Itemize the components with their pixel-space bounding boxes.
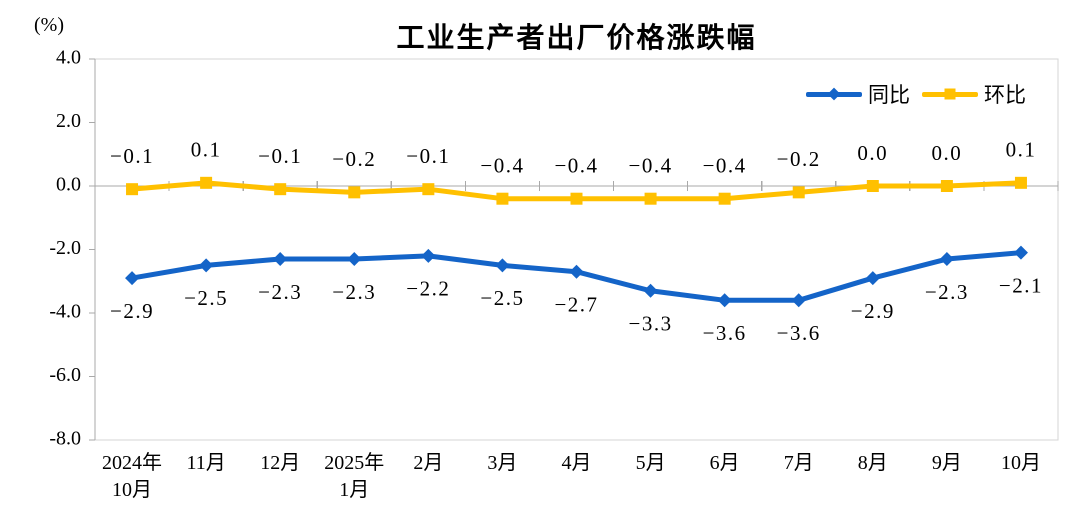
data-label: −0.4 (554, 154, 598, 178)
diamond-marker-icon (827, 87, 841, 101)
x-category-label: 3月 (487, 452, 517, 474)
chart-legend: 同比 环比 (806, 79, 1026, 109)
x-category-label: 6月 (710, 452, 740, 474)
y-tick-label: 2.0 (56, 110, 81, 132)
data-point-diamond (273, 252, 288, 267)
y-tick-label: -8.0 (49, 428, 81, 450)
y-axis-unit-label: (%) (34, 14, 64, 36)
x-category-label: 2025年 1月 (324, 451, 384, 501)
data-point-square (496, 192, 509, 205)
y-tick-label: -4.0 (49, 301, 81, 323)
data-point-diamond (865, 271, 880, 286)
data-label: −2.9 (110, 299, 154, 323)
data-point-square (274, 183, 287, 196)
data-point-square (422, 183, 435, 196)
data-label: 0.1 (191, 138, 222, 162)
yoy-line-swatch (806, 87, 862, 101)
data-point-square (348, 186, 361, 199)
data-label: 0.0 (857, 141, 888, 165)
data-label: −2.3 (332, 280, 376, 304)
data-label: −2.9 (851, 299, 895, 323)
data-point-square (940, 180, 953, 192)
data-point-diamond (421, 248, 436, 263)
data-label: −0.4 (703, 154, 747, 178)
data-point-square (866, 180, 879, 192)
x-category-label: 9月 (932, 452, 962, 474)
data-label: −2.7 (554, 293, 598, 317)
data-label: −2.2 (406, 277, 450, 301)
data-point-square (718, 192, 731, 205)
data-label: 0.0 (932, 141, 963, 165)
data-point-diamond (569, 264, 584, 279)
data-point-diamond (495, 258, 510, 273)
legend-label-yoy: 同比 (868, 84, 910, 107)
x-category-label: 7月 (784, 452, 814, 474)
plot-frame (94, 58, 1059, 441)
x-category-label: 12月 (260, 452, 300, 474)
data-point-diamond (199, 258, 214, 273)
x-category-label: 8月 (858, 452, 888, 474)
data-label: −0.2 (332, 147, 376, 171)
data-label: −0.1 (110, 144, 154, 168)
y-tick-label: 0.0 (56, 174, 81, 196)
data-point-square (1014, 176, 1027, 189)
data-label: 0.1 (1006, 138, 1037, 162)
chart-title: 工业生产者出厂价格涨跌幅 (396, 22, 757, 53)
data-label: −2.5 (184, 286, 228, 310)
data-point-diamond (347, 252, 362, 267)
data-label: −0.4 (480, 154, 524, 178)
x-category-label: 2月 (413, 452, 443, 474)
data-point-square (200, 176, 213, 189)
mom-line-swatch (922, 88, 978, 100)
data-point-diamond (717, 293, 732, 308)
data-point-square (570, 192, 583, 205)
data-point-diamond (1013, 245, 1028, 260)
y-tick-label: 4.0 (56, 47, 81, 69)
data-label: −0.4 (629, 154, 673, 178)
data-label: −0.2 (777, 147, 821, 171)
y-tick-label: -2.0 (49, 237, 81, 259)
data-label: −2.5 (480, 286, 524, 310)
x-category-label: 10月 (1001, 452, 1041, 474)
data-point-square (126, 183, 139, 196)
data-label: −3.3 (629, 312, 673, 336)
data-point-diamond (643, 283, 658, 298)
square-marker-icon (944, 88, 956, 100)
data-label: −0.1 (406, 144, 450, 168)
legend-item-yoy: 同比 (806, 79, 910, 109)
legend-item-mom: 环比 (922, 79, 1026, 109)
data-point-square (644, 192, 657, 205)
data-point-square (792, 186, 805, 199)
x-category-label: 11月 (186, 452, 225, 474)
data-label: −0.1 (258, 144, 302, 168)
data-label: −3.6 (777, 321, 821, 345)
data-label: −2.1 (999, 273, 1043, 297)
data-label: −2.3 (258, 280, 302, 304)
data-point-diamond (939, 252, 954, 267)
data-label: −2.3 (925, 280, 969, 304)
legend-label-mom: 环比 (984, 84, 1026, 107)
data-point-diamond (125, 271, 140, 286)
data-point-diamond (791, 293, 806, 308)
data-label: −3.6 (703, 321, 747, 345)
x-category-label: 4月 (562, 452, 592, 474)
x-category-label: 5月 (636, 452, 666, 474)
x-category-label: 2024年 10月 (102, 451, 162, 501)
y-tick-label: -6.0 (49, 364, 81, 386)
